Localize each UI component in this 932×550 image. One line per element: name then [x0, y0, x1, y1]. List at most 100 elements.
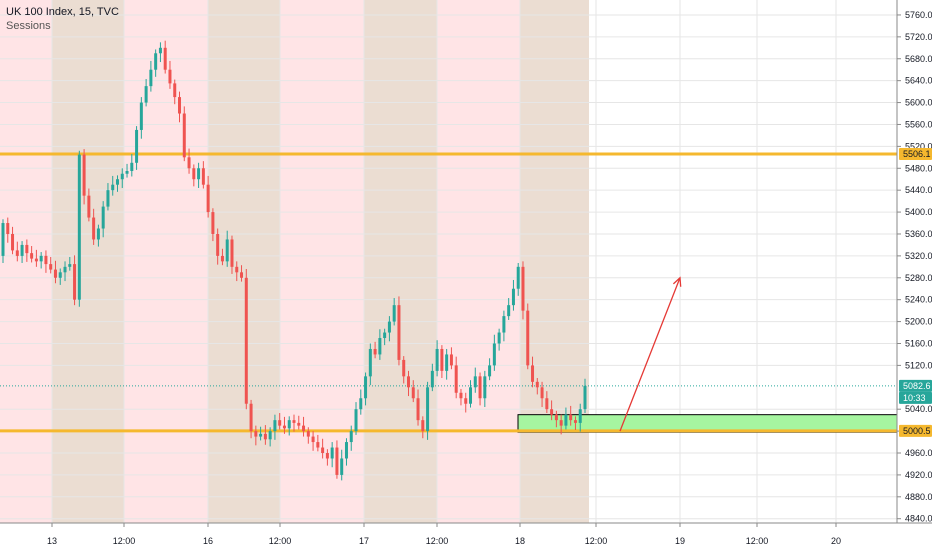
candle-body[interactable] [173, 83, 177, 98]
candle-body[interactable] [364, 376, 368, 399]
candle-body[interactable] [187, 157, 191, 169]
candle-body[interactable] [559, 420, 563, 426]
candle-body[interactable] [15, 250, 19, 256]
candle-body[interactable] [96, 228, 100, 240]
candle-body[interactable] [392, 305, 396, 322]
candle-body[interactable] [406, 376, 410, 388]
candle-body[interactable] [550, 409, 554, 415]
candle-body[interactable] [101, 206, 105, 229]
candle-body[interactable] [235, 266, 239, 273]
candle-body[interactable] [278, 420, 282, 426]
candle-body[interactable] [383, 332, 387, 339]
candle-body[interactable] [402, 359, 406, 377]
candle-body[interactable] [464, 398, 468, 404]
candle-body[interactable] [445, 354, 449, 371]
candle-body[interactable] [58, 272, 62, 278]
candle-body[interactable] [139, 102, 143, 130]
candle-body[interactable] [225, 239, 229, 262]
candle-body[interactable] [73, 264, 77, 300]
candle-body[interactable] [416, 398, 420, 421]
candle-body[interactable] [20, 244, 24, 256]
candle-body[interactable] [449, 354, 453, 366]
candle-body[interactable] [507, 305, 511, 317]
candle-body[interactable] [330, 447, 334, 459]
candle-body[interactable] [526, 310, 530, 366]
candle-body[interactable] [469, 387, 473, 404]
candle-body[interactable] [63, 266, 67, 273]
candle-body[interactable] [569, 414, 573, 421]
symbol-title[interactable]: UK 100 Index, 15, TVC [6, 6, 119, 18]
candle-body[interactable] [411, 387, 415, 399]
candle-body[interactable] [144, 86, 148, 103]
candle-body[interactable] [502, 316, 506, 333]
candle-body[interactable] [49, 264, 53, 270]
candle-body[interactable] [158, 47, 162, 54]
candle-body[interactable] [53, 269, 57, 278]
candle-body[interactable] [473, 376, 477, 388]
candle-body[interactable] [583, 385, 587, 410]
candle-body[interactable] [545, 398, 549, 410]
candle-body[interactable] [492, 343, 496, 366]
candle-body[interactable] [325, 453, 329, 459]
candle-body[interactable] [316, 442, 320, 448]
candle-body[interactable] [44, 255, 48, 265]
candle-body[interactable] [125, 171, 129, 174]
candle-body[interactable] [77, 154, 81, 300]
candle-body[interactable] [25, 244, 29, 254]
candle-body[interactable] [263, 433, 267, 440]
candle-body[interactable] [254, 431, 258, 437]
candle-body[interactable] [230, 239, 234, 267]
candle-body[interactable] [335, 447, 339, 475]
candle-body[interactable] [34, 258, 38, 262]
candle-body[interactable] [216, 233, 220, 256]
candle-body[interactable] [92, 217, 96, 240]
candle-body[interactable] [440, 348, 444, 371]
candle-body[interactable] [130, 162, 134, 172]
candle-body[interactable] [297, 422, 301, 426]
candle-body[interactable] [82, 154, 86, 196]
candle-body[interactable] [120, 173, 124, 180]
candle-body[interactable] [459, 392, 463, 399]
candle-body[interactable] [154, 53, 158, 70]
candle-body[interactable] [488, 365, 492, 377]
study-label[interactable]: Sessions [6, 20, 51, 32]
candle-body[interactable] [344, 442, 348, 459]
candle-body[interactable] [321, 447, 325, 454]
candle-body[interactable] [220, 255, 224, 262]
candle-body[interactable] [397, 305, 401, 360]
candle-body[interactable] [30, 253, 34, 259]
candle-body[interactable] [349, 431, 353, 443]
candle-body[interactable] [302, 425, 306, 432]
arrow-shaft[interactable] [619, 277, 681, 432]
candle-body[interactable] [531, 365, 535, 382]
candle-body[interactable] [340, 458, 344, 475]
candle-body[interactable] [11, 233, 15, 251]
candle-body[interactable] [535, 381, 539, 388]
candle-body[interactable] [6, 223, 10, 234]
candle-body[interactable] [87, 195, 91, 218]
candle-body[interactable] [354, 409, 358, 432]
candle-body[interactable] [192, 168, 196, 180]
candle-body[interactable] [106, 190, 110, 207]
candle-body[interactable] [163, 47, 167, 70]
candle-body[interactable] [273, 420, 277, 432]
candle-body[interactable] [478, 376, 482, 399]
candle-body[interactable] [292, 420, 296, 423]
candle-body[interactable] [368, 348, 372, 377]
candle-body[interactable] [111, 184, 115, 191]
candle-body[interactable] [268, 431, 272, 440]
candle-body[interactable] [387, 321, 391, 333]
candle-body[interactable] [39, 255, 43, 262]
candle-body[interactable] [564, 414, 568, 426]
candle-body[interactable] [578, 409, 582, 423]
candle-body[interactable] [135, 129, 139, 163]
candle-body[interactable] [206, 184, 210, 213]
candle-body[interactable] [178, 97, 182, 114]
candle-body[interactable] [149, 69, 153, 87]
candle-body[interactable] [249, 403, 253, 432]
candle-body[interactable] [211, 212, 215, 234]
candle-body[interactable] [497, 332, 501, 344]
candle-body[interactable] [516, 266, 520, 289]
candle-body[interactable] [378, 338, 382, 355]
